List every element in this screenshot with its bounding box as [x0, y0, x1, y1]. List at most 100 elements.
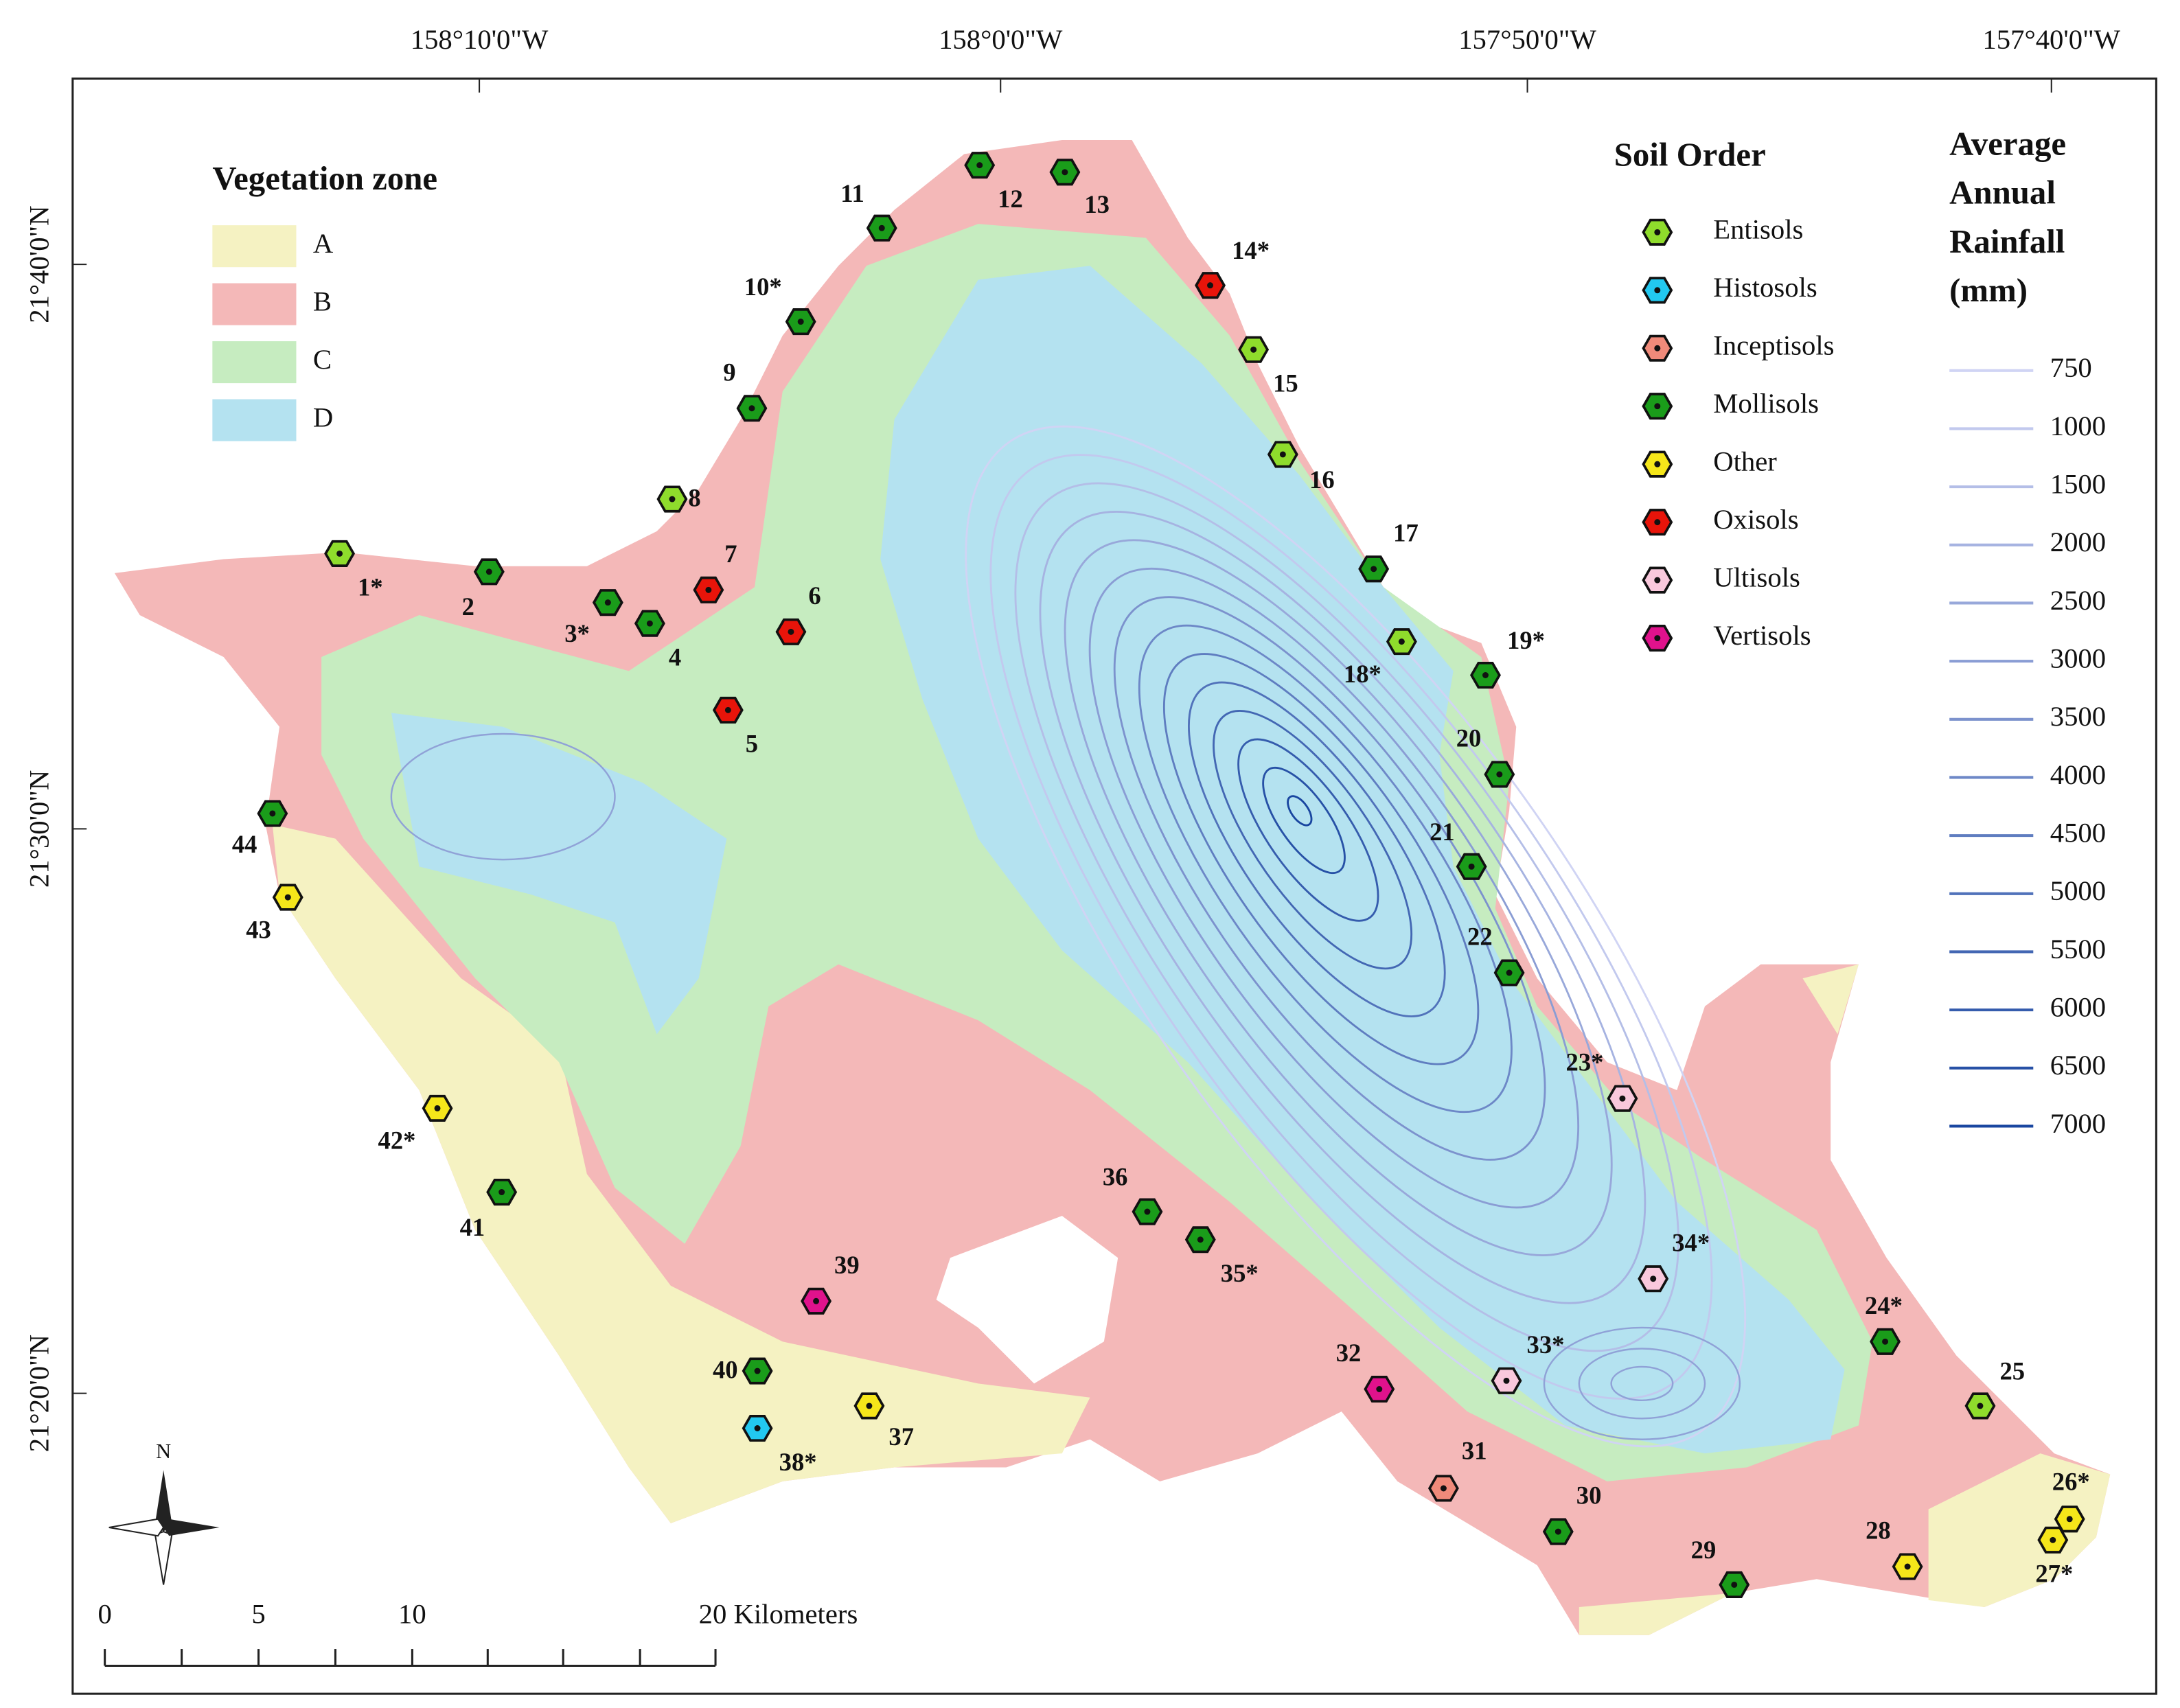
legend-symbol-dot [1654, 345, 1661, 351]
site-label: 36 [1103, 1163, 1128, 1191]
north-label: N [156, 1440, 171, 1463]
site-marker-dot [754, 1425, 761, 1431]
site-label: 35* [1221, 1259, 1259, 1287]
site-label: 6 [808, 581, 821, 610]
contour [1039, 511, 1647, 1304]
legend-title: Annual [1949, 174, 2056, 211]
site-label: 16 [1309, 465, 1335, 494]
site-marker-dot [669, 496, 676, 503]
contour [1237, 738, 1379, 922]
legend-label: 4000 [2050, 759, 2106, 790]
scale-bar: 0 5 10 20 Kilometers [97, 1599, 858, 1667]
scale-label: 0 [97, 1599, 111, 1630]
site-label: 20 [1456, 724, 1482, 752]
legend-symbol-dot [1654, 461, 1661, 468]
site-label: 3* [564, 619, 590, 647]
legend-label: 750 [2050, 352, 2092, 383]
site-marker-dot [1376, 1386, 1383, 1392]
site-marker-dot [705, 586, 712, 593]
site-marker-dot [748, 405, 755, 412]
site-label: 5 [746, 730, 758, 758]
contour [1543, 1326, 1741, 1440]
site-label: 14* [1232, 236, 1270, 264]
contour [1610, 1365, 1674, 1402]
site-marker-dot [1904, 1563, 1911, 1570]
legend-label: Oxisols [1713, 504, 1798, 535]
lon-label: 158°10'0"W [411, 24, 549, 55]
site-label: 33* [1527, 1330, 1565, 1359]
lon-label: 158°0'0"W [939, 24, 1063, 55]
contour [1578, 1348, 1706, 1420]
site-label: 15 [1273, 369, 1298, 397]
legend-symbol-dot [1654, 403, 1661, 410]
site-marker-dot [336, 550, 343, 557]
site-marker-dot [1370, 566, 1377, 573]
legend-label: B [313, 286, 332, 316]
site-label: 32 [1336, 1339, 1362, 1367]
contour [1262, 766, 1346, 875]
site-marker-dot [866, 1403, 873, 1409]
site-marker-dot [1650, 1276, 1657, 1282]
contour [1287, 795, 1313, 827]
legend-title: Soil Order [1614, 136, 1766, 174]
site-marker-dot [797, 319, 804, 325]
site-marker-dot [976, 162, 983, 169]
site-label: 12 [998, 185, 1023, 213]
contour [1213, 710, 1413, 970]
site-label: 27* [2035, 1560, 2073, 1588]
legend-symbol-dot [1654, 519, 1661, 526]
site-marker-dot [1506, 969, 1513, 976]
legend-swatch [212, 283, 297, 325]
site-marker-dot [1554, 1528, 1561, 1535]
legend-label: 5000 [2050, 875, 2106, 906]
pearl-harbor [936, 1216, 1118, 1384]
site-label: 23* [1566, 1048, 1604, 1076]
site-label: 7 [724, 540, 737, 568]
site-marker-dot [813, 1297, 820, 1304]
legend-symbol-dot [1654, 287, 1661, 294]
arrow [163, 1519, 220, 1536]
site-label: 1* [358, 573, 383, 601]
site-marker-dot [1398, 638, 1405, 645]
site-label: 26* [2052, 1467, 2090, 1495]
site-marker-dot [878, 224, 885, 231]
legend-label: C [313, 344, 332, 375]
legend-title: Average [1949, 124, 2066, 162]
site-marker-dot [646, 620, 653, 627]
legend-swatch [212, 399, 297, 441]
legend-label: 5500 [2050, 934, 2106, 965]
site-label: 30 [1576, 1481, 1602, 1510]
site-label: 28 [1866, 1516, 1891, 1545]
legend-label: Entisols [1713, 214, 1803, 245]
site-label: 21 [1430, 818, 1455, 846]
legend-label: Inceptisols [1713, 330, 1834, 361]
site-label: 8 [688, 483, 700, 511]
site-marker-dot [2066, 1516, 2073, 1523]
legend-swatch [212, 341, 297, 384]
site-marker-dot [1496, 771, 1503, 778]
site-label: 17 [1393, 518, 1419, 546]
legend-title: Rainfall [1949, 222, 2065, 260]
site-marker-dot [1279, 451, 1286, 458]
site-label: 39 [834, 1251, 860, 1279]
contour [1138, 624, 1513, 1113]
legend-label: 6500 [2050, 1050, 2106, 1081]
site-label: 4 [669, 643, 681, 671]
legend-label: 3000 [2050, 643, 2106, 673]
zone-a [1579, 964, 2111, 1635]
site-label: 10* [744, 273, 782, 301]
legend-title: Vegetation zone [212, 159, 437, 197]
site-marker-dot [1731, 1581, 1738, 1588]
site-label: 13 [1084, 190, 1110, 218]
site-marker-dot [788, 628, 794, 635]
contour [989, 454, 1713, 1400]
site-marker-dot [1144, 1208, 1151, 1215]
site-marker-dot [1977, 1403, 1984, 1409]
legend-symbol-dot [1654, 577, 1661, 584]
north-arrow: N [108, 1440, 220, 1585]
contour [390, 732, 616, 861]
lon-label: 157°50'0"W [1458, 24, 1596, 55]
